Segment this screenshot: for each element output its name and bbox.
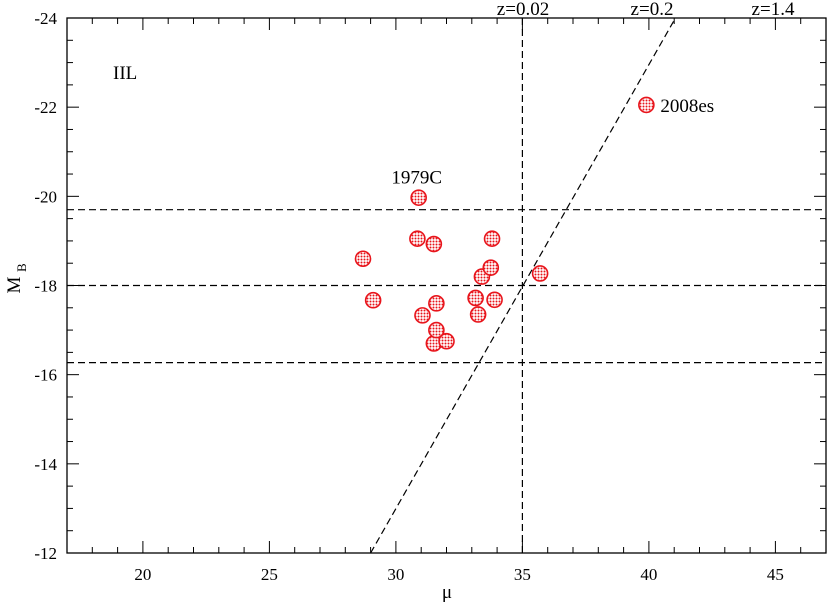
x-tick-label: 30: [387, 565, 404, 584]
x-axis-title: μ: [442, 582, 452, 602]
data-point: [428, 321, 445, 339]
diagonal-limit-line: [370, 17, 676, 554]
y-axis-title: M B: [4, 263, 29, 293]
data-point: [483, 230, 501, 247]
redshift-label-z-0.2: z=0.2: [631, 0, 674, 20]
panel-label: IIL: [113, 63, 137, 84]
y-tick-label: -16: [34, 366, 57, 385]
redshift-label-z-1.4: z=1.4: [752, 0, 795, 20]
data-point: [482, 259, 500, 276]
data-point: [410, 189, 427, 206]
data-point: [414, 307, 431, 324]
point-label-1979C: 1979C: [391, 168, 442, 189]
data-point: [467, 289, 484, 307]
x-tick-label: 20: [134, 565, 151, 584]
data-point: [364, 291, 382, 309]
y-tick-label: -24: [34, 9, 57, 28]
data-point: [425, 235, 443, 253]
y-tick-label: -12: [34, 544, 57, 563]
data-point: [638, 96, 655, 114]
data-point: [486, 291, 503, 309]
axis-ticks: [66, 17, 827, 554]
data-point: [354, 250, 372, 268]
y-tick-label: -20: [34, 187, 57, 206]
x-tick-label: 45: [767, 565, 784, 584]
data-point: [531, 265, 549, 282]
data-point: [409, 230, 426, 247]
x-tick-label: 40: [640, 565, 657, 584]
x-tick-labels: 20 25 30 35 40 45: [134, 565, 784, 584]
x-tick-label: 25: [261, 565, 278, 584]
point-label-2008es: 2008es: [660, 96, 714, 117]
y-tick-labels: -24 -22 -20 -18 -16 -14 -12: [34, 9, 57, 563]
data-point: [438, 332, 455, 350]
y-tick-label: -14: [34, 455, 57, 474]
y-axis-title-main: M: [4, 276, 25, 293]
y-tick-label: -18: [34, 277, 57, 296]
reference-lines: [67, 17, 826, 554]
data-point: [428, 295, 445, 312]
data-points: [354, 96, 655, 352]
data-point: [469, 306, 487, 323]
redshift-label-z-0.02: z=0.02: [497, 0, 549, 20]
y-axis-title-subscript: B: [14, 263, 29, 272]
x-tick-label: 35: [514, 565, 531, 584]
y-tick-label: -22: [34, 98, 57, 117]
